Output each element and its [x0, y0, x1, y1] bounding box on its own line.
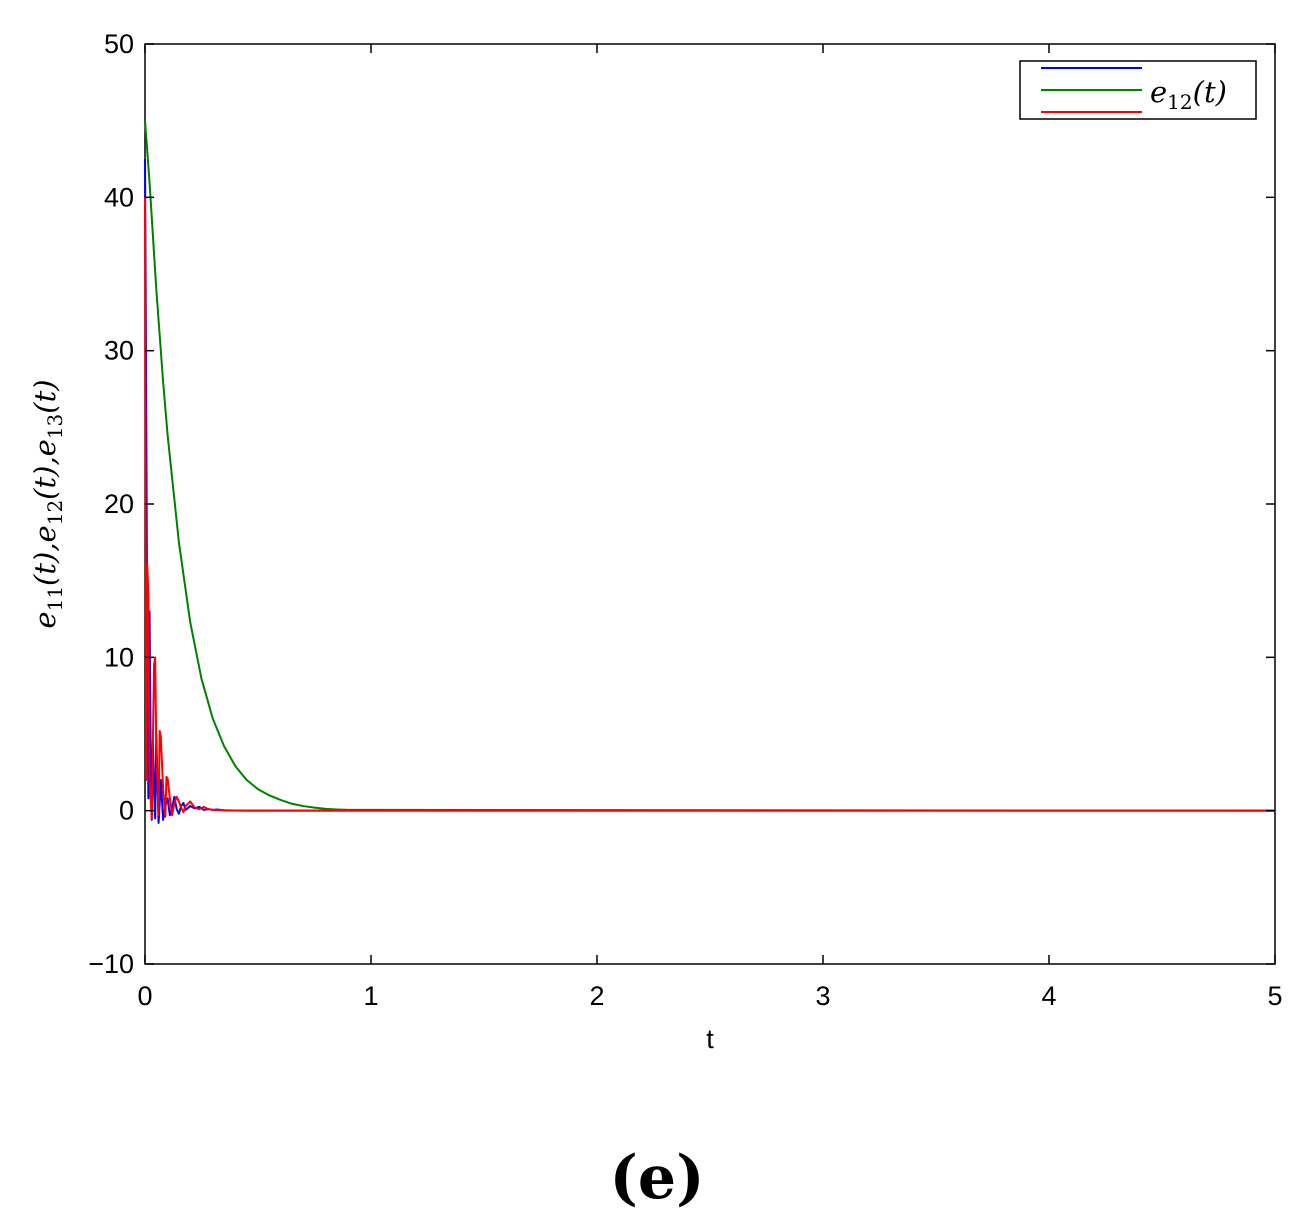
legend-label: e12(t) — [1150, 75, 1227, 114]
y-tick-label: 30 — [104, 336, 134, 366]
y-tick-label: −10 — [88, 949, 134, 979]
y-tick-label: 20 — [104, 489, 134, 519]
x-tick-label: 3 — [815, 981, 830, 1011]
x-tick-label: 4 — [1041, 981, 1056, 1011]
x-tick-label: 1 — [363, 981, 378, 1011]
figure-caption: (e) — [610, 1143, 705, 1213]
y-tick-label: 40 — [104, 182, 134, 212]
x-axis-label: t — [706, 1024, 714, 1054]
legend: e12(t) — [1019, 60, 1257, 120]
legend-swatches — [1041, 67, 1142, 113]
x-tick-label: 0 — [137, 981, 152, 1011]
y-tick-label: 0 — [119, 796, 134, 826]
y-axis-label-text: e11(t),e12(t),e13(t) — [28, 379, 67, 628]
y-tick-label: 50 — [104, 29, 134, 59]
series-layer — [144, 120, 1276, 824]
x-tick-label: 2 — [589, 981, 604, 1011]
x-tick-label: 5 — [1267, 981, 1282, 1011]
series-line-3 — [144, 197, 1275, 820]
y-axis-label: e11(t),e12(t),e13(t) — [28, 379, 67, 628]
series-line-2 — [144, 120, 1276, 812]
plot-area — [144, 43, 1276, 965]
y-tick-label: 10 — [104, 642, 134, 672]
